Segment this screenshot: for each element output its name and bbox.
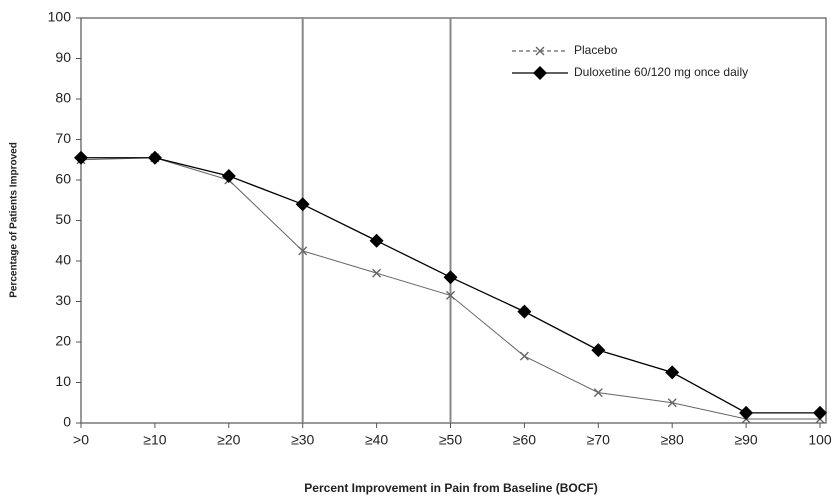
y-axis-title: Percentage of Patients Improved <box>9 142 20 298</box>
y-tick-label: 10 <box>55 373 71 389</box>
x-tick-label: ≥60 <box>513 432 536 448</box>
y-tick-label: 70 <box>55 130 71 146</box>
point <box>446 290 455 300</box>
point <box>813 405 827 420</box>
point <box>591 343 606 358</box>
point <box>369 233 384 248</box>
x-tick-label: ≥40 <box>365 432 388 448</box>
point <box>147 150 162 165</box>
x-tick-label: >0 <box>73 432 89 448</box>
point <box>533 66 547 80</box>
y-tick-label: 100 <box>48 9 72 25</box>
y-tick-label: 80 <box>55 90 71 106</box>
x-tick-label: ≥90 <box>734 432 757 448</box>
point <box>593 388 603 398</box>
x-tick-label: ≥30 <box>291 432 314 448</box>
point <box>667 398 677 408</box>
point <box>443 270 458 285</box>
x-tick-label: ≥80 <box>661 432 684 448</box>
point <box>517 304 532 319</box>
point <box>665 365 680 380</box>
y-tick-label: 90 <box>55 49 71 65</box>
y-tick-label: 20 <box>55 333 71 349</box>
y-tick-label: 50 <box>55 211 71 227</box>
y-tick-label: 40 <box>55 252 71 268</box>
x-tick-label: ≥70 <box>587 432 610 448</box>
point <box>295 197 310 212</box>
x-axis-title: Percent Improvement in Pain from Baselin… <box>304 481 597 495</box>
x-tick-label: ≥10 <box>143 432 166 448</box>
point <box>298 246 308 256</box>
x-tick-label: ≥20 <box>217 432 240 448</box>
point <box>372 268 382 278</box>
legend-label: Placebo <box>574 43 618 57</box>
point <box>739 405 754 420</box>
point <box>519 351 529 361</box>
x-tick-label: ≥50 <box>439 432 462 448</box>
y-tick-label: 30 <box>55 292 71 308</box>
y-tick-label: 60 <box>55 171 71 187</box>
point <box>535 46 545 56</box>
y-tick-label: 0 <box>63 414 71 430</box>
point <box>221 168 236 183</box>
legend-label: Duloxetine 60/120 mg once daily <box>574 65 748 79</box>
x-tick-label: 100 <box>808 432 832 448</box>
point <box>74 150 88 165</box>
